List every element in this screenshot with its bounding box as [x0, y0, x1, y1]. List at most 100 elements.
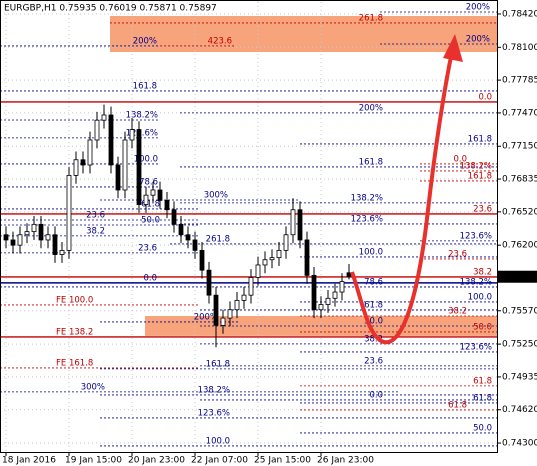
fib-label: 0.0 [453, 154, 467, 164]
candle-body [171, 209, 177, 225]
fib-label: 61.8 [473, 376, 492, 386]
candle-body [332, 291, 338, 299]
chart-title: EURGBP,H1 0.75935 0.76019 0.75871 0.7589… [4, 4, 217, 14]
fib-label: 0.0 [143, 273, 157, 283]
fib-label: 123.6% [351, 214, 383, 224]
candle-body [255, 264, 261, 278]
candle-body [164, 199, 170, 211]
candle-body [227, 309, 233, 319]
fib-label: 300% [81, 382, 105, 392]
fib-label: 161.8 [468, 171, 492, 181]
fib-label: 138.2% [351, 193, 383, 203]
y-tick-label: 0.76200 [502, 241, 537, 251]
fib-label: 138.2% [460, 161, 492, 171]
fib-label: 38.2 [448, 306, 467, 316]
price-marker [497, 270, 537, 283]
candle-body [297, 209, 303, 241]
candle-body [3, 234, 9, 241]
fib-label: 0.0 [369, 390, 383, 400]
fib-label: 161.8 [206, 359, 230, 369]
fib-label: 123.6% [460, 342, 492, 352]
candle-body [157, 189, 163, 201]
candle-body [94, 119, 100, 141]
y-tick-label: 0.74935 [502, 372, 537, 382]
y-tick-label: 0.76835 [502, 175, 537, 185]
y-tick-label: 0.74620 [502, 405, 537, 415]
fib-label: 50.0 [364, 316, 383, 326]
fib-label: 100.0 [206, 436, 230, 446]
fib-label: 200% [194, 312, 218, 322]
fib-label: 61.8 [141, 199, 160, 209]
candles [3, 104, 352, 348]
fib-label: 61.8 [364, 300, 383, 310]
candle-body [87, 139, 93, 166]
fib-label: 261.8 [359, 13, 383, 23]
fib-label: 61.8 [448, 400, 467, 410]
candle-body [290, 209, 296, 236]
x-tick-label: 22 Jan 07:00 [191, 456, 248, 466]
candle-body [10, 239, 16, 246]
fib-label: 61.8 [473, 393, 492, 403]
candle-body [24, 231, 30, 236]
fib-label: 100.0 [134, 154, 158, 164]
candle-body [129, 129, 135, 141]
y-tick-label: 0.75250 [502, 340, 537, 350]
candle-body [304, 239, 310, 276]
fib-label: 38.2 [364, 334, 383, 344]
fib-label: 161.8 [468, 134, 492, 144]
candle-body [248, 277, 254, 296]
x-tick-label: 20 Jan 23:00 [128, 456, 185, 466]
candle-body [283, 234, 289, 251]
candle-body [213, 294, 219, 326]
candle-body [80, 159, 86, 166]
candle-body [150, 189, 156, 196]
y-tick-label: 0.76520 [502, 207, 537, 217]
fib-label: 161.8 [133, 81, 157, 91]
x-tick-label: 18 Jan 2016 [2, 456, 56, 466]
fib-label: 50.0 [141, 215, 160, 225]
fib-label: 200% [133, 36, 157, 46]
zone [110, 15, 497, 52]
x-tick-label: 26 Jan 23:00 [317, 456, 374, 466]
fib-label: 38.2 [86, 226, 105, 236]
plot-frame [0, 0, 498, 453]
axes: 0.78420 0.78100 0.77785 0.77470 0.77150 0.768… [2, 9, 537, 466]
candle-body [73, 159, 79, 176]
fib-label: 50.0 [473, 322, 492, 332]
forecast-arrow [350, 51, 454, 345]
fib-label: 138.2% [460, 277, 492, 287]
candle-body [122, 139, 128, 191]
fib-label: 123.6% [126, 128, 158, 138]
candle-body [52, 234, 58, 255]
candle-body [59, 249, 65, 255]
candle-body [311, 274, 317, 311]
fib-label: FE 138.2 [56, 327, 93, 337]
y-tick-label: 0.77150 [502, 142, 537, 152]
fib-label: 23.6 [473, 204, 492, 214]
candle-body [101, 114, 107, 121]
candle-body [234, 299, 240, 311]
forecast-arrowhead [443, 34, 463, 62]
y-tick-label: 0.78420 [502, 9, 537, 19]
x-tick-label: 25 Jan 15:00 [254, 456, 311, 466]
candle-body [66, 174, 72, 251]
fib-label: 161.8 [359, 157, 383, 167]
fib-label: 200% [466, 2, 490, 12]
candle-body [136, 129, 142, 205]
fib-label: 78.6 [139, 177, 158, 187]
fib-label: 300% [204, 190, 228, 200]
fib-label: 123.6% [460, 231, 492, 241]
fib-label: 0.0 [478, 92, 492, 102]
fib-label: 78.6 [364, 277, 383, 287]
fib-label: FE 100.0 [56, 295, 93, 305]
candle-body [276, 249, 282, 259]
y-tick-label: 0.77470 [502, 108, 537, 118]
candle-body [31, 223, 37, 233]
fib-label: 23.6 [86, 210, 105, 220]
candle-body [241, 294, 247, 301]
candle-body [192, 239, 198, 251]
candle-body [206, 269, 212, 296]
